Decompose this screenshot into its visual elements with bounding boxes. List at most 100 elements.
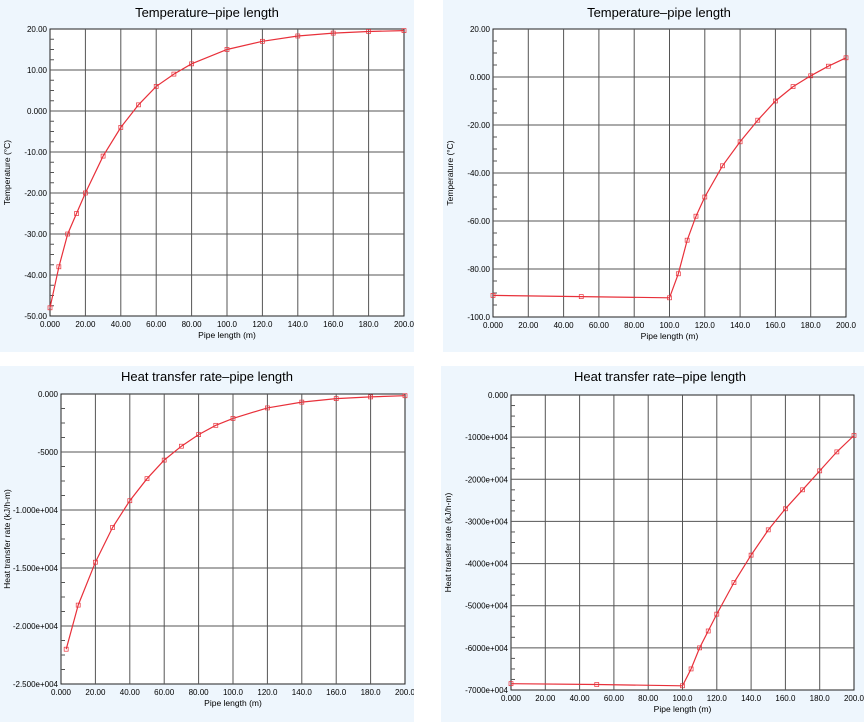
data-point [179, 443, 184, 449]
data-point [74, 211, 79, 216]
data-point [127, 498, 133, 504]
x-tick-label: 40.00 [554, 321, 575, 330]
data-point [144, 476, 150, 482]
x-axis-label: Pipe length (m) [198, 330, 256, 340]
data-point [508, 681, 514, 687]
data-point [826, 63, 831, 69]
y-tick-label: 20.00 [470, 25, 491, 34]
x-tick-label: 60.00 [604, 694, 625, 703]
chart-panel-heat-right: Heat transfer rate–pipe length 0.000 20.00… [441, 366, 864, 722]
series-line [49, 30, 405, 308]
y-axis-label: Temperature (°C) [2, 140, 12, 205]
data-point [688, 666, 694, 672]
y-tick-label: -6000e+004 [465, 644, 508, 653]
y-tick-label: -1.000e+004 [13, 506, 59, 515]
chart-title: Temperature–pipe length [587, 5, 731, 20]
data-point [817, 468, 823, 474]
data-point [755, 117, 761, 123]
x-axis-label: Pipe length (m) [641, 331, 699, 341]
data-point [260, 38, 265, 44]
x-tick-label: 160.0 [323, 320, 344, 329]
x-tick-label: 80.00 [638, 694, 659, 703]
chart-temperature-left: Temperature–pipe length 0.000 20.00 40.00 60… [2, 5, 414, 340]
data-point [230, 416, 236, 421]
data-point [675, 271, 681, 277]
y-tick-label: -80.00 [467, 265, 490, 274]
x-tick-label: 100.0 [672, 694, 693, 703]
x-tick-label: 0.000 [483, 321, 504, 330]
x-tick-label: 80.00 [182, 320, 203, 329]
x-tick-label: 200.0 [836, 321, 857, 330]
data-point [368, 394, 373, 400]
chart-heat-transfer-right: Heat transfer rate–pipe length 0.000 20.00… [443, 369, 864, 714]
y-tick-label: -20.00 [24, 189, 47, 198]
chart-temperature-right: Temperature–pipe length 0.000 20.00 40.00 60… [445, 5, 857, 341]
data-point [63, 646, 69, 652]
data-point [834, 449, 840, 455]
data-point [110, 525, 115, 530]
x-tick-label: 0.000 [51, 688, 72, 697]
data-point [851, 433, 857, 438]
chart-panel-temperature-left: Temperature–pipe length 0.000 20.00 40.00 60… [0, 0, 414, 352]
data-point [224, 47, 230, 52]
x-axis-label: Pipe length (m) [654, 704, 712, 714]
data-point [196, 432, 201, 437]
data-point [402, 393, 408, 399]
data-point [714, 611, 720, 617]
y-axis-label: Heat transfer rate (kJ/h-m) [2, 489, 12, 589]
data-point [808, 73, 814, 79]
data-point [594, 682, 600, 687]
chart-title: Heat transfer rate–pipe length [574, 369, 746, 384]
data-point [680, 683, 685, 689]
y-tick-label: -2.000e+004 [13, 622, 59, 631]
y-tick-label: -100.0 [467, 313, 490, 322]
y-tick-label: -40.00 [24, 271, 47, 280]
y-tick-label: -4000e+004 [465, 560, 508, 569]
x-tick-label: 120.0 [695, 321, 716, 330]
data-point [705, 628, 711, 634]
data-point [75, 602, 81, 608]
x-tick-label: 20.00 [75, 320, 96, 329]
chart-panel-temperature-right: Temperature–pipe length 0.000 20.00 40.00 60… [443, 0, 864, 352]
data-point [136, 102, 141, 108]
y-tick-label: -1000e+004 [465, 433, 508, 442]
x-tick-label: 180.0 [361, 688, 382, 697]
data-point [213, 422, 219, 428]
data-point [748, 552, 754, 558]
x-tick-label: 180.0 [359, 320, 380, 329]
data-point [720, 163, 725, 169]
data-point [299, 399, 305, 405]
data-point [401, 28, 407, 33]
x-tick-label: 40.00 [570, 694, 591, 703]
x-tick-label: 140.0 [730, 321, 751, 330]
data-point [161, 457, 167, 463]
data-point [790, 84, 796, 89]
data-point [100, 153, 106, 159]
data-point [783, 506, 788, 512]
x-tick-label: 200.0 [395, 688, 414, 697]
y-tick-label: -30.00 [24, 230, 47, 239]
x-tick-label: 100.0 [217, 320, 238, 329]
x-tick-label: 60.00 [589, 321, 610, 330]
x-tick-label: 160.0 [326, 688, 347, 697]
x-tick-label: 40.00 [120, 688, 141, 697]
x-tick-label: 180.0 [810, 694, 831, 703]
x-tick-label: 160.0 [775, 694, 796, 703]
y-tick-label: -5000e+004 [465, 602, 508, 611]
data-point [171, 71, 177, 77]
data-point [189, 61, 194, 67]
x-tick-label: 20.00 [535, 694, 556, 703]
data-point [490, 293, 496, 298]
data-point [737, 139, 743, 145]
chart-title: Heat transfer rate–pipe length [121, 369, 293, 384]
data-point [702, 194, 708, 200]
x-tick-label: 0.000 [40, 320, 61, 329]
y-tick-label: 0.000 [38, 390, 59, 399]
x-tick-label: 100.0 [223, 688, 244, 697]
data-point [667, 295, 672, 301]
y-tick-label: 0.000 [27, 107, 48, 116]
y-tick-label: 0.000 [470, 73, 491, 82]
x-tick-label: 60.00 [146, 320, 167, 329]
x-tick-label: 200.0 [394, 320, 414, 329]
y-tick-label: -5000 [38, 448, 59, 457]
